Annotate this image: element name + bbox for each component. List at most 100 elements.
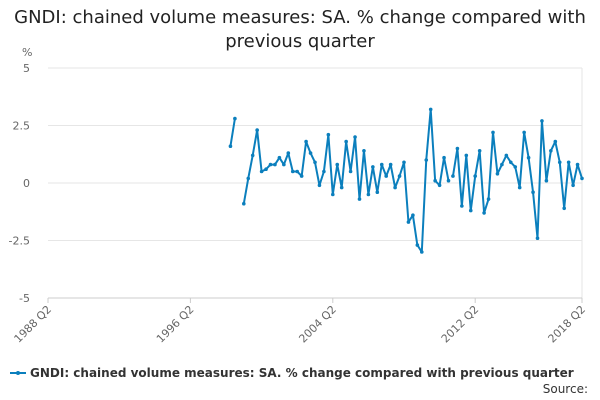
data-point[interactable] [531, 190, 535, 194]
data-point[interactable] [250, 153, 255, 158]
data-point[interactable] [491, 130, 495, 135]
data-point[interactable] [313, 160, 317, 165]
data-point[interactable] [273, 162, 277, 167]
data-point[interactable] [331, 192, 335, 197]
data-point[interactable] [580, 176, 584, 181]
data-point[interactable] [446, 178, 451, 183]
y-tick-label: -5 [19, 292, 30, 305]
x-tick-label: 1988 Q2 [12, 303, 55, 346]
data-point[interactable] [255, 128, 259, 132]
series-line [229, 118, 236, 147]
data-point[interactable] [495, 172, 500, 176]
data-point[interactable] [571, 183, 575, 188]
data-point[interactable] [575, 162, 580, 167]
series-points [228, 107, 584, 254]
data-point[interactable] [397, 174, 402, 178]
data-point[interactable] [535, 236, 540, 240]
data-point[interactable] [486, 197, 491, 201]
legend-swatch-icon [10, 367, 26, 379]
data-point[interactable] [317, 183, 322, 188]
data-point[interactable] [433, 178, 437, 183]
data-point[interactable] [379, 162, 384, 167]
data-point[interactable] [371, 165, 375, 169]
y-tick-label: 5 [23, 62, 30, 75]
legend[interactable]: GNDI: chained volume measures: SA. % cha… [10, 366, 574, 380]
data-point[interactable] [513, 165, 518, 169]
data-point[interactable] [402, 160, 406, 165]
data-point[interactable] [277, 155, 282, 160]
y-tick-label: 0 [23, 177, 30, 190]
data-point[interactable] [468, 208, 473, 213]
data-point[interactable] [509, 160, 513, 165]
data-point[interactable] [415, 243, 420, 247]
data-point[interactable] [344, 139, 348, 144]
series-line [451, 119, 583, 240]
data-point[interactable] [460, 204, 464, 208]
data-point[interactable] [282, 162, 286, 167]
data-point[interactable] [246, 176, 251, 181]
data-point[interactable] [500, 162, 504, 167]
chart-title: GNDI: chained volume measures: SA. % cha… [14, 7, 586, 52]
data-point[interactable] [362, 149, 366, 153]
series-lines [229, 108, 583, 253]
source-note: Source: [542, 382, 588, 396]
data-point[interactable] [388, 162, 393, 167]
data-point[interactable] [420, 250, 424, 254]
data-point[interactable] [562, 206, 566, 211]
data-point[interactable] [308, 151, 313, 155]
data-point[interactable] [268, 162, 273, 167]
data-point[interactable] [437, 183, 442, 188]
data-point[interactable] [442, 155, 446, 160]
data-point[interactable] [566, 160, 571, 165]
data-point[interactable] [428, 107, 433, 112]
y-tick-label: 2.5 [13, 120, 31, 133]
data-point[interactable] [553, 139, 558, 144]
data-point[interactable] [522, 130, 526, 135]
data-point[interactable] [526, 155, 531, 160]
legend-label: GNDI: chained volume measures: SA. % cha… [30, 366, 574, 380]
data-point[interactable] [322, 169, 326, 174]
y-tick-label: -2.5 [9, 235, 30, 248]
data-point[interactable] [375, 190, 380, 194]
data-point[interactable] [357, 197, 362, 201]
data-point[interactable] [304, 139, 308, 144]
data-point[interactable] [348, 169, 353, 174]
data-point[interactable] [384, 174, 389, 178]
grid-lines [48, 67, 583, 299]
data-point[interactable] [517, 185, 522, 190]
data-point[interactable] [464, 153, 469, 158]
data-point[interactable] [295, 169, 300, 174]
series-line [242, 108, 450, 253]
data-point[interactable] [290, 169, 295, 174]
data-point[interactable] [286, 151, 291, 155]
data-point[interactable] [504, 153, 509, 158]
data-point[interactable] [326, 132, 331, 137]
data-point[interactable] [477, 149, 482, 153]
data-point[interactable] [259, 169, 264, 174]
data-point[interactable] [353, 135, 357, 139]
data-point[interactable] [482, 211, 486, 215]
data-point[interactable] [335, 162, 340, 167]
data-point[interactable] [455, 146, 460, 151]
data-point[interactable] [393, 185, 397, 190]
data-point[interactable] [299, 174, 304, 178]
data-point[interactable] [451, 174, 455, 178]
x-tick-label: 2012 Q2 [439, 303, 482, 346]
data-point[interactable] [424, 158, 429, 162]
data-point[interactable] [473, 174, 478, 178]
x-tick-label: 2018 Q2 [546, 303, 589, 346]
data-point[interactable] [540, 119, 544, 123]
data-point[interactable] [549, 149, 553, 153]
data-point[interactable] [406, 220, 411, 224]
data-point[interactable] [264, 167, 268, 171]
data-point[interactable] [228, 144, 233, 148]
data-point[interactable] [411, 213, 415, 217]
data-point[interactable] [233, 116, 237, 121]
data-point[interactable] [242, 201, 246, 206]
data-point[interactable] [544, 178, 549, 183]
data-point[interactable] [339, 185, 344, 190]
data-point[interactable] [366, 192, 371, 197]
data-point[interactable] [557, 160, 562, 165]
